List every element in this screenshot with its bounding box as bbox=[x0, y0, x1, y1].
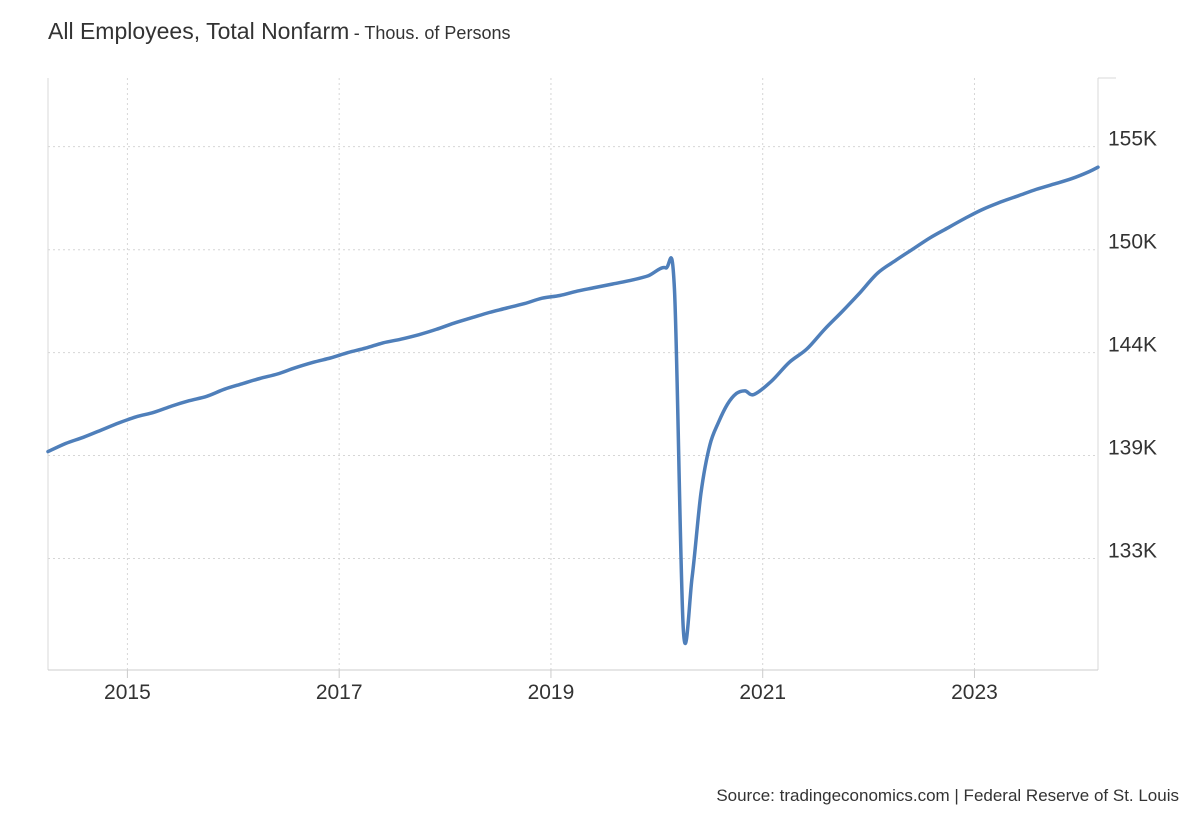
chart-subtitle: - Thous. of Persons bbox=[353, 23, 511, 43]
y-tick-label: 139K bbox=[1108, 436, 1157, 459]
chart-title: All Employees, Total Nonfarm bbox=[48, 18, 350, 44]
series-line bbox=[46, 165, 1100, 646]
axis-layer bbox=[47, 77, 1116, 678]
chart-title-row: All Employees, Total Nonfarm - Thous. of… bbox=[48, 18, 510, 45]
x-tick-label: 2019 bbox=[528, 681, 575, 704]
grid-layer bbox=[48, 78, 1098, 670]
source-note: Source: tradingeconomics.com | Federal R… bbox=[716, 786, 1179, 805]
tick-label-layer: 133K 139K 144K 150K 155K 2015 2017 2019 2021 2023 bbox=[104, 128, 1157, 704]
x-tick-label: 2017 bbox=[316, 681, 363, 704]
y-tick-label: 144K bbox=[1108, 334, 1157, 357]
y-tick-label: 150K bbox=[1108, 231, 1157, 254]
y-tick-label: 133K bbox=[1108, 540, 1157, 563]
y-tick-label: 155K bbox=[1108, 128, 1157, 151]
x-tick-label: 2023 bbox=[951, 681, 998, 704]
x-tick-label: 2015 bbox=[104, 681, 151, 704]
x-tick-label: 2021 bbox=[739, 681, 786, 704]
series-layer bbox=[46, 165, 1100, 646]
